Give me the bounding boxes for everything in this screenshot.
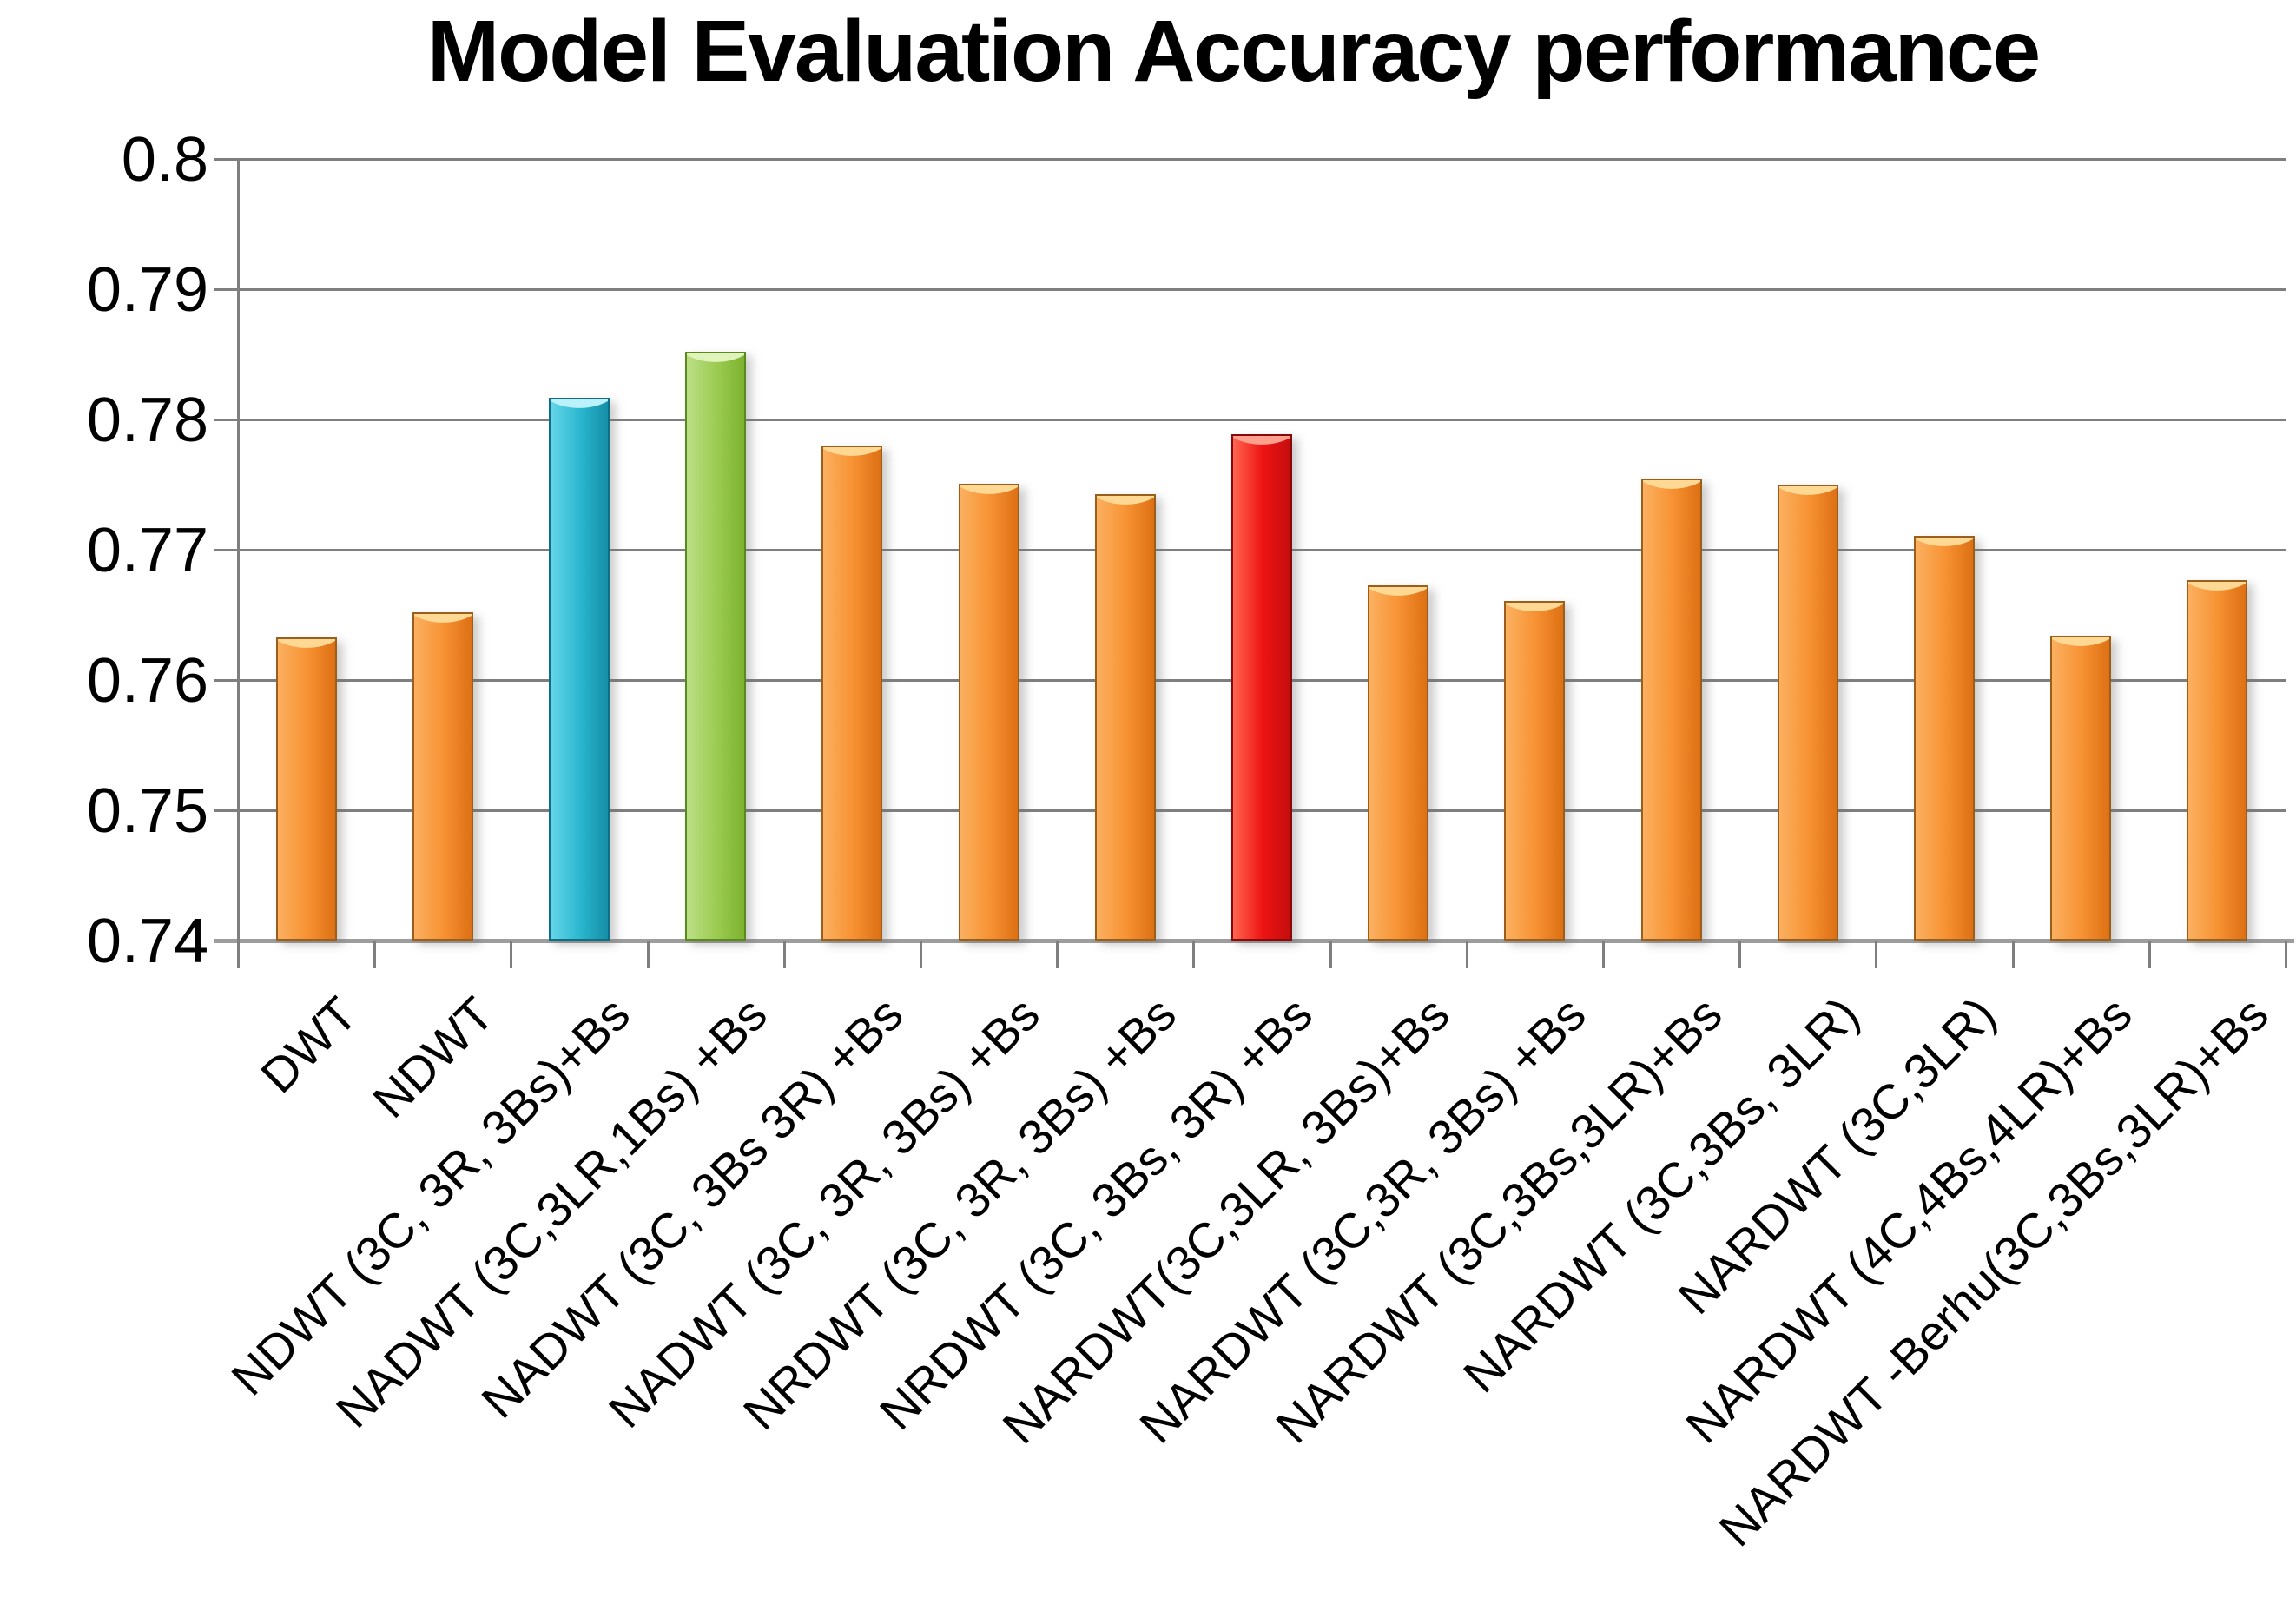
y-tick-label: 0.76	[86, 646, 208, 716]
x-axis-tick	[646, 941, 650, 968]
x-axis-tick	[920, 941, 922, 968]
bar-top-highlight	[687, 353, 745, 380]
bar-orange	[275, 637, 337, 941]
bar-orange	[2050, 636, 2112, 941]
bar-top-highlight	[2188, 581, 2247, 608]
bar-orange	[958, 483, 1019, 941]
bar-orange	[821, 446, 883, 941]
y-tick-label: 0.78	[86, 386, 208, 455]
x-axis-tick	[237, 941, 240, 968]
bar-top-highlight	[551, 399, 608, 426]
bar-cyan	[549, 397, 610, 941]
y-tick-label: 0.74	[86, 907, 208, 976]
bar-top-highlight	[277, 638, 335, 665]
bar-orange	[1094, 493, 1156, 941]
x-axis-tick	[2011, 941, 2015, 968]
gridline	[214, 158, 2286, 161]
bar-top-highlight	[1233, 435, 1290, 462]
bar-orange	[1914, 535, 1975, 941]
bar-orange	[1368, 584, 1429, 941]
x-axis-tick	[1738, 941, 1742, 968]
y-tick-label: 0.8	[121, 125, 208, 195]
x-axis-tick	[510, 941, 513, 968]
y-tick-label: 0.79	[86, 255, 208, 325]
bar-top-highlight	[1642, 479, 1700, 506]
x-axis-tick	[1329, 941, 1332, 968]
bar-top-highlight	[2052, 637, 2110, 663]
x-axis-tick	[2285, 941, 2287, 968]
bar-orange	[412, 612, 473, 941]
bar-top-highlight	[823, 447, 881, 473]
bar-top-highlight	[1916, 537, 1973, 564]
y-tick-label: 0.75	[86, 776, 208, 846]
y-tick-label: 0.77	[86, 516, 208, 585]
x-axis-tick	[1875, 941, 1878, 968]
bar-orange	[2187, 579, 2248, 941]
x-axis-tick	[782, 941, 786, 968]
x-axis-tick	[1465, 941, 1468, 968]
bar-red	[1231, 433, 1292, 941]
x-axis-tick	[1602, 941, 1605, 968]
x-axis-tick	[1056, 941, 1059, 968]
bar-top-highlight	[1506, 602, 1564, 629]
chart-title: Model Evaluation Accuracy performance	[426, 3, 2041, 100]
x-axis-tick	[373, 941, 377, 968]
bar-top-highlight	[1369, 586, 1428, 613]
gridline	[214, 288, 2286, 291]
x-axis-tick	[2148, 941, 2151, 968]
x-category-label: DWT	[250, 986, 367, 1104]
bar-orange	[1640, 478, 1702, 941]
gridline	[214, 419, 2286, 421]
bar-top-highlight	[1096, 495, 1154, 522]
bar-top-highlight	[960, 485, 1018, 512]
x-axis-tick	[1192, 941, 1196, 968]
bar-green	[685, 352, 747, 941]
bar-orange	[1504, 600, 1566, 941]
y-axis-line	[237, 159, 240, 968]
bar-orange	[1777, 485, 1838, 941]
bar-top-highlight	[413, 614, 472, 640]
x-axis-line	[214, 939, 2294, 943]
bar-top-highlight	[1778, 486, 1837, 512]
